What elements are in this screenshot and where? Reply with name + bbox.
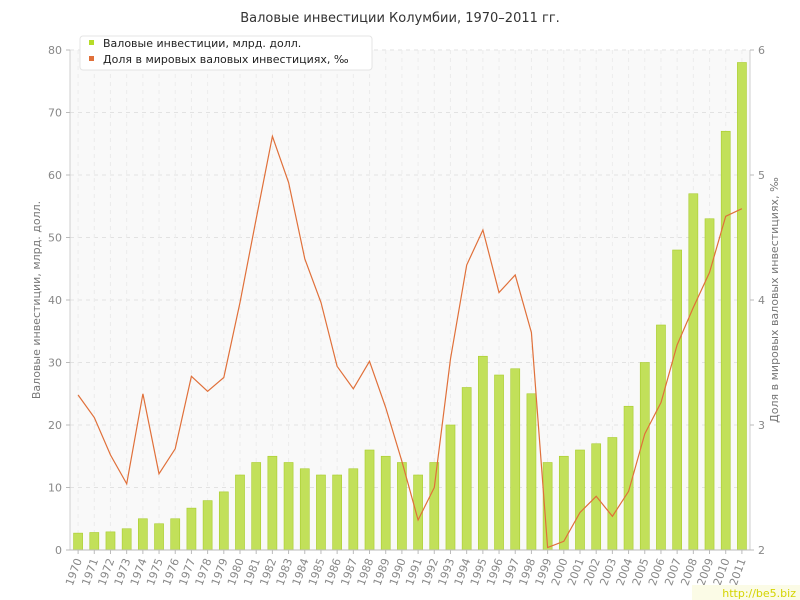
bar[interactable]	[170, 518, 181, 551]
bar[interactable]	[186, 507, 197, 551]
left-tick-label: 10	[48, 482, 62, 495]
left-tick-label: 80	[48, 44, 62, 57]
bar[interactable]	[526, 393, 537, 551]
bar[interactable]	[639, 362, 650, 551]
left-axis: 0 10 20 30 40 50 60 70 80	[48, 44, 71, 557]
legend-item-bars[interactable]: Валовые инвестиции, млрд. долл.	[103, 37, 301, 50]
bars	[73, 62, 747, 551]
bar[interactable]	[688, 193, 699, 551]
left-tick-label: 50	[48, 232, 62, 245]
left-tick-label: 70	[48, 107, 62, 120]
legend-box	[79, 35, 373, 71]
bar[interactable]	[607, 437, 618, 551]
bar[interactable]	[138, 518, 148, 551]
right-axis: 2 3 4 5 6	[749, 44, 765, 557]
y-axis-label: Валовые инвестиции, млрд. долл.	[30, 201, 43, 399]
bar[interactable]	[251, 462, 262, 551]
right-tick-label: 3	[758, 419, 765, 432]
bar[interactable]	[575, 449, 585, 551]
line-layer	[77, 134, 743, 549]
right-tick-label: 4	[758, 294, 765, 307]
bar[interactable]	[429, 462, 440, 551]
bar[interactable]	[704, 218, 715, 551]
legend-marker-line	[89, 56, 94, 61]
bar[interactable]	[380, 455, 391, 551]
bar[interactable]	[720, 130, 731, 551]
share-line[interactable]	[77, 134, 743, 549]
left-tick-label: 30	[48, 357, 62, 370]
legend-item-line[interactable]: Доля в мировых валовых инвестициях, ‰	[103, 53, 349, 66]
y2-axis-label: Доля в мировых валовых инвестициях, ‰	[768, 177, 781, 423]
watermark: http://be5.biz	[722, 587, 796, 600]
bar[interactable]	[364, 449, 375, 551]
bar[interactable]	[510, 368, 521, 551]
bar[interactable]	[332, 474, 342, 551]
bar[interactable]	[316, 474, 326, 551]
right-tick-label: 6	[758, 44, 765, 57]
bar[interactable]	[397, 462, 407, 551]
bar[interactable]	[445, 424, 456, 551]
bar[interactable]	[494, 374, 504, 551]
left-tick-label: 40	[48, 294, 62, 307]
bar[interactable]	[478, 355, 488, 551]
bar[interactable]	[672, 249, 682, 551]
bar[interactable]	[737, 62, 747, 551]
left-tick-label: 60	[48, 169, 62, 182]
bar[interactable]	[89, 532, 100, 551]
watermark-background	[692, 585, 800, 600]
bar[interactable]	[299, 468, 310, 551]
left-tick-label: 20	[48, 419, 62, 432]
x-axis: 1970197119721973197419751976197719781979…	[63, 549, 750, 587]
legend-marker-bars	[89, 40, 94, 45]
right-tick-label: 2	[758, 544, 765, 557]
legend[interactable]: Валовые инвестиции, млрд. долл. Доля в м…	[79, 35, 373, 71]
left-tick-label: 0	[55, 544, 62, 557]
bar[interactable]	[154, 523, 164, 551]
right-tick-label: 5	[758, 169, 765, 182]
bar[interactable]	[73, 532, 83, 551]
bar[interactable]	[283, 462, 294, 551]
chart-title: Валовые инвестиции Колумбии, 1970–2011 г…	[240, 11, 560, 26]
bar[interactable]	[656, 324, 666, 551]
bar[interactable]	[121, 528, 132, 551]
bar[interactable]	[348, 468, 359, 551]
bar[interactable]	[267, 455, 278, 551]
bar[interactable]	[218, 491, 229, 551]
bar[interactable]	[461, 387, 472, 551]
bar[interactable]	[235, 474, 245, 551]
bar[interactable]	[202, 500, 213, 551]
bar[interactable]	[105, 531, 116, 551]
